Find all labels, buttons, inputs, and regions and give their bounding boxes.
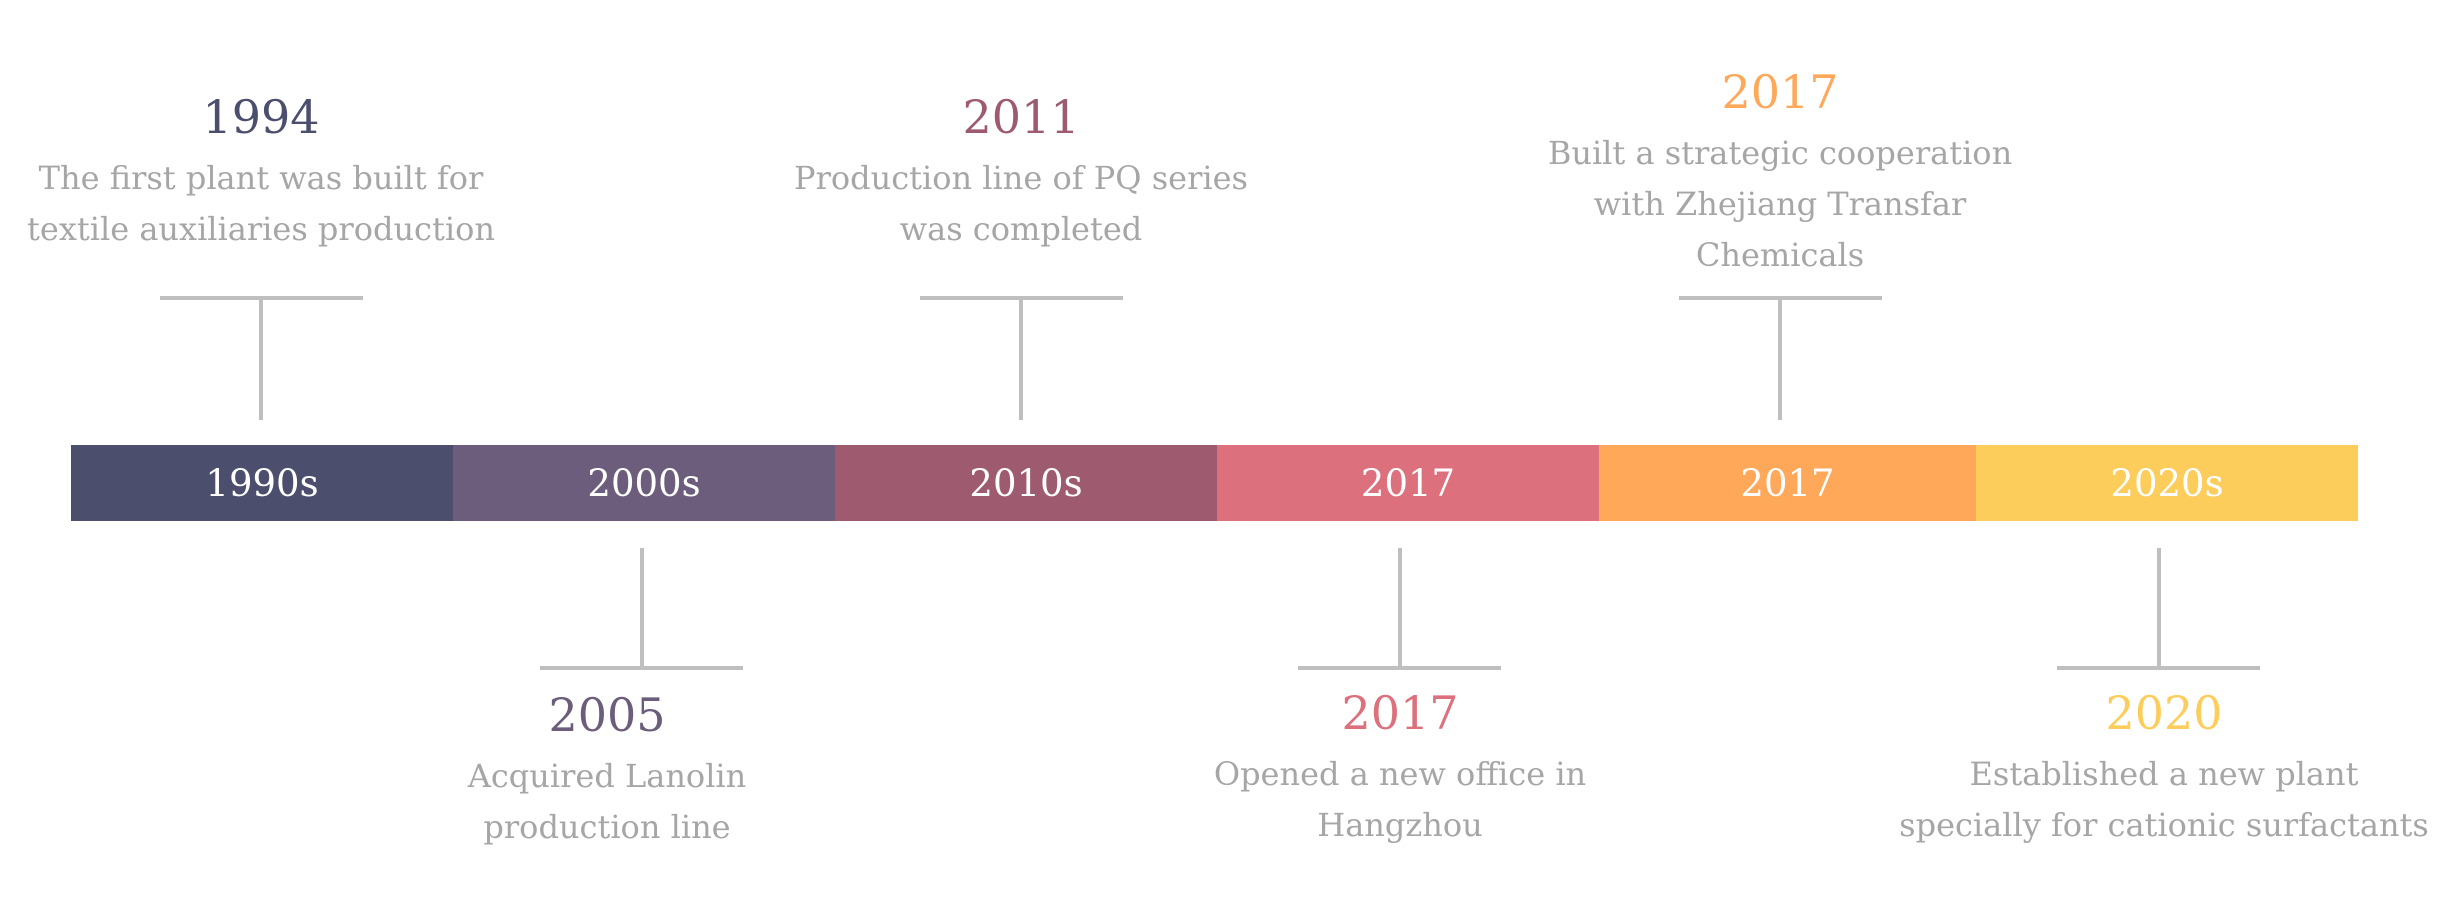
connector-stem — [2157, 548, 2161, 670]
event-description: The first plant was built for textile au… — [11, 153, 511, 255]
segment-label: 1990s — [205, 461, 319, 505]
connector-stem — [1019, 298, 1023, 420]
event-year: 2020 — [2105, 686, 2223, 740]
event-description-line: was completed — [899, 209, 1143, 248]
event-year: 1994 — [202, 90, 320, 144]
event-description-line: Built a strategic cooperation — [1547, 133, 2013, 172]
connector-crossbar — [540, 666, 743, 670]
segment-label: 2000s — [587, 461, 701, 505]
event-description: Established a new plant specially for ca… — [1884, 749, 2444, 851]
event-description-line: Acquired Lanolin — [467, 756, 747, 795]
connector-crossbar — [1298, 666, 1501, 670]
event-description-line: specially for cationic surfactants — [1899, 805, 2429, 844]
event-description: Acquired Lanolin production line — [357, 751, 857, 853]
event-1994: 1994 The first plant was built for texti… — [11, 92, 511, 255]
event-2011: 2011 Production line of PQ series was co… — [771, 92, 1271, 255]
segment-2020s: 2020s — [1976, 445, 2358, 521]
segment-2017-b: 2017 — [1599, 445, 1976, 521]
event-2017-office: 2017 Opened a new office in Hangzhou — [1150, 688, 1650, 851]
event-description-line: Hangzhou — [1317, 805, 1483, 844]
event-2005: 2005 Acquired Lanolin production line — [357, 690, 857, 853]
event-description-line: with Zhejiang Transfar — [1593, 184, 1967, 223]
event-year: 2017 — [1721, 65, 1839, 119]
segment-label: 2017 — [1740, 461, 1835, 505]
segment-label: 2010s — [969, 461, 1083, 505]
segment-label: 2017 — [1360, 461, 1456, 505]
segment-2010s: 2010s — [835, 445, 1217, 521]
event-2020: 2020 Established a new plant specially f… — [1884, 688, 2444, 851]
timeline-bar: 1990s 2000s 2010s 2017 2017 2020s — [71, 445, 2358, 521]
event-2017-cooperation: 2017 Built a strategic cooperation with … — [1530, 67, 2030, 281]
event-description: Built a strategic cooperation with Zheji… — [1530, 128, 2030, 281]
connector-crossbar — [2057, 666, 2260, 670]
connector-stem — [259, 298, 263, 420]
event-year: 2017 — [1341, 686, 1459, 740]
segment-1990s: 1990s — [71, 445, 453, 521]
event-year: 2011 — [962, 90, 1080, 144]
connector-stem — [640, 548, 644, 670]
connector-stem — [1398, 548, 1402, 670]
event-description-line: Opened a new office in — [1213, 754, 1587, 793]
segment-label: 2020s — [2110, 461, 2224, 505]
event-description-line: textile auxiliaries production — [27, 209, 495, 248]
segment-2017-a: 2017 — [1217, 445, 1599, 521]
event-description: Production line of PQ series was complet… — [771, 153, 1271, 255]
event-description-line: Production line of PQ series — [794, 158, 1248, 197]
event-description-line: production line — [483, 807, 731, 846]
event-description-line: The first plant was built for — [38, 158, 484, 197]
event-description-line: Established a new plant — [1969, 754, 2359, 793]
event-description: Opened a new office in Hangzhou — [1150, 749, 1650, 851]
connector-stem — [1778, 298, 1782, 420]
event-year: 2005 — [548, 688, 666, 742]
event-description-line: Chemicals — [1695, 235, 1865, 274]
segment-2000s: 2000s — [453, 445, 835, 521]
